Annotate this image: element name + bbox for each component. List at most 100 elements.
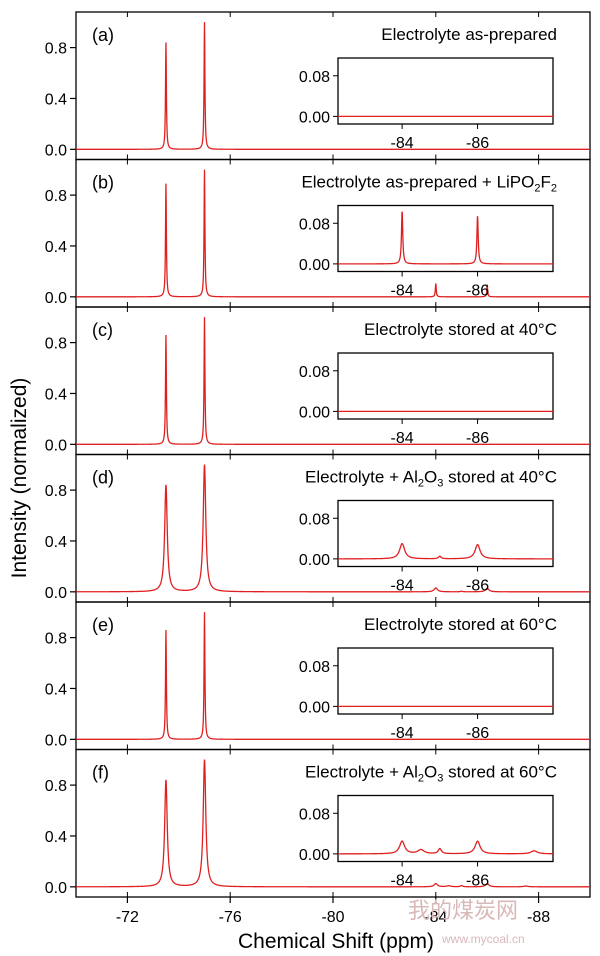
panel-b: 0.0 0.4 0.8 (b) Electrolyte as-prepared + Li… <box>45 158 591 308</box>
panel-title: Electrolyte + Al2O3 stored at 40°C <box>305 468 557 490</box>
inset-y-tick-label: 0.08 <box>299 806 330 823</box>
inset-y-tick-label: 0.00 <box>299 552 330 569</box>
y-tick-label: 0.0 <box>45 732 67 749</box>
x-axis-tick-label: -76 <box>219 909 242 926</box>
inset-y-tick-label: 0.08 <box>299 69 330 86</box>
y-tick-label: 0.8 <box>45 631 67 648</box>
title-segment: stored at 60°C <box>443 763 557 782</box>
title-segment: Electrolyte stored at 40°C <box>364 320 557 339</box>
watermark-cn: 我的煤炭网 <box>408 899 518 924</box>
title-subscript: 3 <box>437 478 443 490</box>
spectrum-line <box>76 169 590 298</box>
title-segment: stored at 40°C <box>443 468 557 487</box>
y-tick-label: 0.4 <box>45 239 67 256</box>
y-tick-label: 0.0 <box>45 585 67 602</box>
y-tick-label: 0.4 <box>45 386 67 403</box>
panel-title: Electrolyte stored at 40°C <box>364 320 557 339</box>
spectrum-line <box>76 464 590 593</box>
panel-title: Electrolyte stored at 60°C <box>364 615 557 634</box>
panel-title: Electrolyte as-prepared <box>381 25 557 44</box>
panel-e: 0.0 0.4 0.8 (e) Electrolyte stored at 60°C 0.… <box>45 601 591 751</box>
inset-y-tick-label: 0.00 <box>299 109 330 126</box>
inset-frame <box>337 647 554 715</box>
spectrum-line <box>76 759 590 888</box>
y-tick-label: 0.0 <box>45 437 67 454</box>
spectrum-line <box>76 317 590 445</box>
spectrum-line <box>76 612 590 740</box>
panel-label: (e) <box>92 615 114 635</box>
title-segment: Electrolyte as-prepared <box>381 25 557 44</box>
panel-d: 0.0 0.4 0.8 (d) Electrolyte + Al2O3 stored a… <box>45 453 591 603</box>
watermark: 我的煤炭网 www.mycoal.cn <box>408 899 525 946</box>
inset-y-tick-label: 0.08 <box>299 511 330 528</box>
panels-group: 0.00.40.8(a) Electrolyte as-prepared0.000… <box>45 11 591 898</box>
inset: 0.00 0.08 -84 -86 <box>299 204 554 300</box>
inset: 0.00 0.08 -84 -86 <box>299 647 554 742</box>
y-tick-label: 0.8 <box>45 41 67 58</box>
x-axis: -72 -76 -80 -84 -88 <box>116 897 550 926</box>
inset-x-tick-label: -86 <box>466 283 489 300</box>
y-tick-label: 0.8 <box>45 188 67 205</box>
title-segment: Electrolyte + Al <box>305 468 418 487</box>
x-axis-tick-label: -88 <box>527 909 550 926</box>
inset-y-tick-label: 0.08 <box>299 659 330 676</box>
x-axis-label: Chemical Shift (ppm) <box>238 930 434 953</box>
inset-x-tick-label: -86 <box>466 725 489 742</box>
y-tick-label: 0.4 <box>45 829 67 846</box>
y-tick-label: 0.4 <box>45 681 67 698</box>
watermark-en: www.mycoal.cn <box>441 932 525 946</box>
inset-frame <box>337 794 554 863</box>
title-subscript: 2 <box>551 183 557 195</box>
inset-x-tick-label: -86 <box>466 578 489 595</box>
inset-x-tick-label: -84 <box>391 135 414 152</box>
panel-c: 0.0 0.4 0.8 (c) Electrolyte stored at 40°C 0.… <box>45 306 591 456</box>
panel-label: (a) <box>92 25 114 45</box>
inset-x-tick-label: -84 <box>391 873 414 890</box>
x-axis-tick-label: -72 <box>116 909 139 926</box>
inset-y-tick-label: 0.08 <box>299 216 330 233</box>
panel-title: Electrolyte + Al2O3 stored at 60°C <box>305 763 557 785</box>
panel-title: Electrolyte as-prepared + LiPO2F2 <box>301 173 557 195</box>
inset-y-tick-label: 0.00 <box>299 847 330 864</box>
title-subscript: 2 <box>534 183 540 195</box>
title-subscript: 3 <box>437 773 443 785</box>
x-axis-tick-label: -80 <box>321 909 344 926</box>
y-tick-label: 0.4 <box>45 91 67 108</box>
inset-frame <box>337 57 554 125</box>
inset-y-tick-label: 0.08 <box>299 364 330 381</box>
inset-x-tick-label: -84 <box>391 725 414 742</box>
inset-y-tick-label: 0.00 <box>299 404 330 421</box>
panel-label: (f) <box>92 763 109 783</box>
inset-frame <box>337 204 554 273</box>
y-tick-label: 0.0 <box>45 142 67 159</box>
inset-spectrum-line <box>338 542 553 560</box>
inset-x-tick-label: -84 <box>391 578 414 595</box>
panel-a: 0.0 0.4 0.8 (a) Electrolyte as-prepared 0.00 0… <box>45 11 591 161</box>
title-segment: Electrolyte + Al <box>305 763 418 782</box>
inset: 0.00 0.08 -84 -86 <box>299 499 554 595</box>
panel-label: (c) <box>92 320 113 340</box>
inset-spectrum-line <box>338 840 554 855</box>
inset: 0.00 0.08 -84 -86 <box>299 352 554 447</box>
inset-y-tick-label: 0.00 <box>299 257 330 274</box>
x-axis-tick-label: -84 <box>424 909 447 926</box>
title-segment: O <box>424 763 437 782</box>
title-segment: Electrolyte stored at 60°C <box>364 615 557 634</box>
title-segment: F <box>540 173 550 192</box>
y-axis-label: Intensity (normalized) <box>8 378 31 579</box>
inset-x-tick-label: -86 <box>466 430 489 447</box>
y-tick-label: 0.8 <box>45 336 67 353</box>
panel-f: 0.0 0.4 0.8 (f) Electrolyte + Al2O3 stored a… <box>45 748 591 898</box>
inset-frame <box>337 499 554 568</box>
inset-frame <box>337 352 554 420</box>
y-tick-label: 0.8 <box>45 483 67 500</box>
inset: 0.00 0.08 -84 -86 <box>299 794 554 890</box>
title-segment: Electrolyte as-prepared + LiPO <box>301 173 534 192</box>
panel-label: (b) <box>92 173 114 193</box>
inset-x-tick-label: -86 <box>466 135 489 152</box>
spectrum-line <box>76 22 590 150</box>
title-subscript: 2 <box>418 478 424 490</box>
y-tick-label: 0.0 <box>45 880 67 897</box>
y-tick-label: 0.0 <box>45 290 67 307</box>
